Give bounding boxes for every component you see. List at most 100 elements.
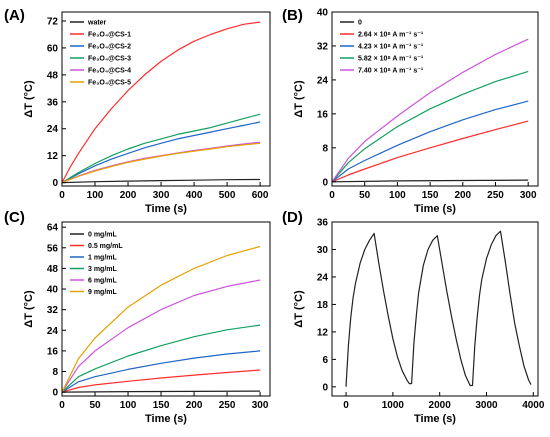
panel-label: (C) <box>4 209 25 226</box>
y-axis-label: ΔT (°C) <box>23 290 35 328</box>
legend-entry: 5.82 × 10⁸ A m⁻¹ s⁻¹ <box>358 56 424 63</box>
legend: 0 2.64 × 10⁸ A m⁻¹ s⁻¹ 4.23 × 10⁸ A m⁻¹ s⁻… <box>340 20 424 75</box>
series-line <box>61 141 261 184</box>
x-tick-label: 50 <box>89 400 101 411</box>
panel-2: (C) 0 50 100 150 200 250 300 0 8 16 24 32 40 48 56 64 Tim… <box>4 209 271 425</box>
y-tick-label: 24 <box>47 124 59 135</box>
series-line <box>61 21 261 183</box>
y-tick-label: 12 <box>317 327 329 338</box>
plot-frame <box>331 11 539 187</box>
y-tick-label: 32 <box>47 305 59 316</box>
panel-label: (D) <box>282 209 303 226</box>
series-line <box>61 279 261 393</box>
y-axis-label: ΔT (°C) <box>293 80 305 118</box>
x-tick-label: 150 <box>422 190 439 201</box>
plot-frame <box>61 11 271 187</box>
series-line <box>61 369 261 393</box>
y-tick-label: 40 <box>47 285 59 296</box>
series-line <box>61 390 261 393</box>
y-tick-label: 48 <box>47 264 59 275</box>
legend-entry: water <box>87 20 107 27</box>
x-tick-label: 300 <box>153 190 170 201</box>
panel-0: (A) 0 100 200 300 400 500 600 0 12 24 36 48 60 72 Time … <box>4 7 271 215</box>
series-line <box>61 350 261 393</box>
y-tick-label: 6 <box>322 355 328 366</box>
x-tick-label: 1000 <box>382 400 405 411</box>
y-tick-label: 0 <box>52 388 58 399</box>
series-line <box>331 38 529 183</box>
y-tick-label: 48 <box>47 70 59 81</box>
y-tick-label: 16 <box>317 109 329 120</box>
y-tick-label: 16 <box>47 346 59 357</box>
panel-label: (A) <box>4 7 25 24</box>
x-axis-label: Time (s) <box>414 203 456 215</box>
y-tick-label: 0 <box>52 178 58 189</box>
plot-frame <box>61 221 271 397</box>
x-tick-label: 600 <box>252 190 269 201</box>
legend-entry: Fe₃O₄@CS-3 <box>88 56 131 63</box>
panel-3: (D) 0 1000 2000 3000 4000 0 6 12 18 24 30 36 Time (s)… <box>282 209 545 425</box>
legend-entry: 3 mg/mL <box>88 266 118 273</box>
series-line <box>331 120 529 183</box>
y-axis-label: ΔT (°C) <box>23 80 35 118</box>
x-tick-label: 300 <box>520 190 537 201</box>
legend-entry: 2.64 × 10⁸ A m⁻¹ s⁻¹ <box>358 32 424 39</box>
series-line <box>61 245 261 393</box>
series-line <box>61 178 261 184</box>
legend-entry: 0 mg/mL <box>88 232 118 239</box>
x-axis-label: Time (s) <box>414 413 456 425</box>
y-tick-label: 12 <box>47 151 59 162</box>
x-tick-label: 4000 <box>522 400 545 411</box>
legend-entry: Fe₃O₄@CS-2 <box>88 44 131 51</box>
y-tick-label: 8 <box>322 143 328 154</box>
x-tick-label: 150 <box>153 400 170 411</box>
series-line <box>331 70 529 183</box>
x-tick-label: 100 <box>87 190 104 201</box>
legend-entry: 0 <box>358 20 362 27</box>
y-tick-label: 64 <box>47 223 59 234</box>
x-tick-label: 200 <box>454 190 471 201</box>
y-tick-label: 56 <box>47 243 59 254</box>
x-tick-label: 500 <box>219 190 236 201</box>
legend: water Fe₃O₄@CS-1 Fe₃O₄@CS-2 Fe₃O₄@CS-3 Fe₃O₄… <box>70 20 131 87</box>
plot-frame <box>331 221 539 397</box>
x-tick-label: 3000 <box>475 400 498 411</box>
series-line <box>331 179 529 183</box>
x-tick-label: 100 <box>120 400 137 411</box>
x-tick-label: 2000 <box>429 400 452 411</box>
legend-entry: 4.23 × 10⁸ A m⁻¹ s⁻¹ <box>358 44 424 51</box>
legend-entry: 7.40 × 10⁸ A m⁻¹ s⁻¹ <box>358 68 424 75</box>
y-tick-label: 24 <box>47 326 59 337</box>
series-line <box>331 100 529 183</box>
legend-entry: 0.5 mg/mL <box>88 243 123 250</box>
x-tick-label: 0 <box>59 400 65 411</box>
x-axis-label: Time (s) <box>145 203 187 215</box>
y-tick-label: 60 <box>47 43 59 54</box>
x-tick-label: 50 <box>359 190 371 201</box>
series-line <box>61 142 261 184</box>
series-line <box>61 121 261 184</box>
x-tick-label: 250 <box>487 190 504 201</box>
y-tick-label: 40 <box>317 8 329 19</box>
x-axis-label: Time (s) <box>145 413 187 425</box>
x-tick-label: 200 <box>186 400 203 411</box>
x-tick-label: 300 <box>252 400 269 411</box>
legend-entry: 9 mg/mL <box>88 289 118 296</box>
y-tick-label: 36 <box>317 218 329 229</box>
legend-entry: Fe₃O₄@CS-1 <box>88 32 131 39</box>
x-tick-label: 250 <box>219 400 236 411</box>
legend: 0 mg/mL 0.5 mg/mL 1 mg/mL 3 mg/mL 6 mg/mL 9 m… <box>70 232 123 296</box>
legend-entry: 6 mg/mL <box>88 278 118 285</box>
legend-entry: Fe₃O₄@CS-4 <box>88 68 131 75</box>
x-tick-label: 100 <box>389 190 406 201</box>
x-tick-label: 0 <box>343 400 349 411</box>
y-axis-label: ΔT (°C) <box>293 290 305 328</box>
y-tick-label: 30 <box>317 245 329 256</box>
y-tick-label: 24 <box>317 75 329 86</box>
x-tick-label: 400 <box>186 190 203 201</box>
series-line <box>61 324 261 393</box>
y-tick-label: 0 <box>322 177 328 188</box>
x-tick-label: 0 <box>59 190 65 201</box>
legend-entry: Fe₃O₄@CS-5 <box>88 80 131 87</box>
